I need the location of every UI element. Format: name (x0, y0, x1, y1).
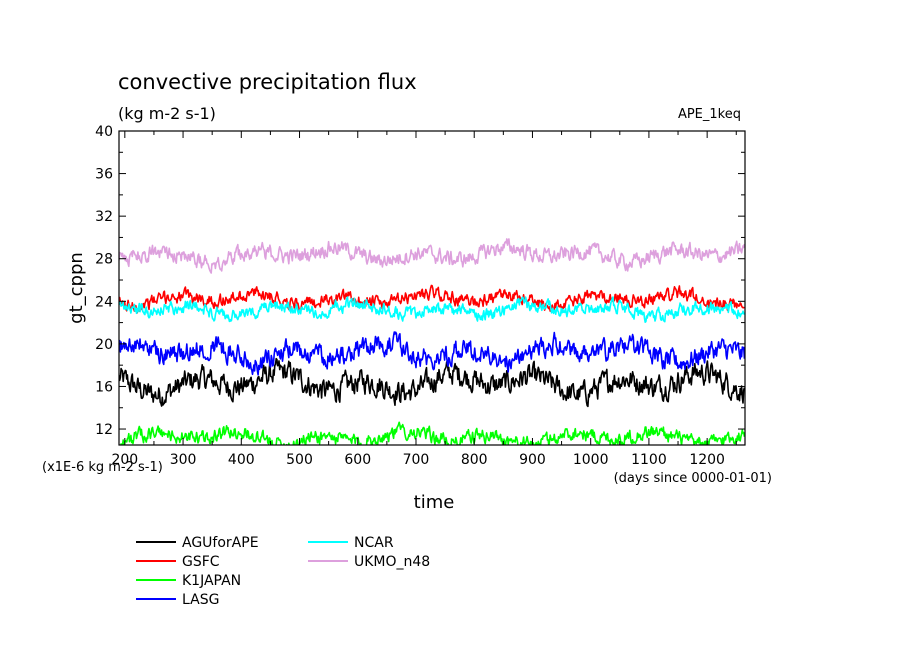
x-tick-label: 800 (461, 452, 488, 468)
x-tick-label: 700 (403, 452, 430, 468)
x-unit-label: (days since 0000-01-01) (614, 471, 772, 486)
y-tick-label: 28 (95, 252, 113, 268)
legend-item-ukmo_n48: UKMO_n48 (308, 554, 430, 570)
legend-item-k1japan: K1JAPAN (136, 573, 241, 589)
y-tick-label: 20 (95, 337, 113, 353)
experiment-label: APE_1keq (678, 107, 741, 122)
legend-label: LASG (182, 592, 219, 608)
x-tick-label: 500 (286, 452, 313, 468)
legend-label: GSFC (182, 554, 220, 570)
legend-item-gsfc: GSFC (136, 554, 220, 570)
legend-item-ncar: NCAR (308, 535, 394, 551)
chart-subtitle: (kg m-2 s-1) (118, 104, 216, 123)
x-tick-label: 1200 (689, 452, 725, 468)
series-line-lasg (119, 331, 745, 376)
x-tick-label: 1100 (631, 452, 667, 468)
x-tick-label: 600 (344, 452, 371, 468)
y-tick-label: 24 (95, 294, 113, 310)
legend-label: AGUforAPE (182, 535, 259, 551)
series-layer (119, 238, 745, 445)
y-tick-label: 12 (95, 422, 113, 438)
x-tick-label: 200 (111, 452, 138, 468)
x-tick-label: 300 (170, 452, 197, 468)
x-tick-label: 900 (519, 452, 546, 468)
y-tick-label: 16 (95, 379, 113, 395)
legend-label: UKMO_n48 (354, 554, 430, 570)
series-line-gsfc (119, 284, 745, 314)
legend-item-aguforape: AGUforAPE (136, 535, 259, 551)
chart-title: convective precipitation flux (118, 70, 417, 94)
x-tick-label: 400 (228, 452, 255, 468)
x-tick-label: 1000 (573, 452, 609, 468)
legend-item-lasg: LASG (136, 592, 219, 608)
y-axis-label: gt_cppn (66, 252, 87, 324)
x-axis-label: time (414, 492, 455, 513)
y-tick-label: 32 (95, 209, 113, 225)
ticks-layer: 12 16 20 24 28 32 36 40 200 300 400 500 600 700 800 900… (95, 124, 745, 468)
series-line-aguforape (119, 357, 745, 408)
y-unit-label: (x1E-6 kg m-2 s-1) (42, 460, 163, 475)
legend-label: K1JAPAN (182, 573, 241, 589)
series-line-ukmo_n48 (119, 238, 745, 274)
y-tick-label: 36 (95, 167, 113, 183)
legend: AGUforAPE GSFC K1JAPAN LASG NCAR UKMO_n48 (136, 535, 430, 608)
legend-label: NCAR (354, 535, 394, 551)
y-tick-label: 40 (95, 124, 113, 140)
series-line-ncar (119, 296, 745, 324)
series-line-k1japan (120, 421, 745, 445)
plot-frame (118, 130, 746, 446)
